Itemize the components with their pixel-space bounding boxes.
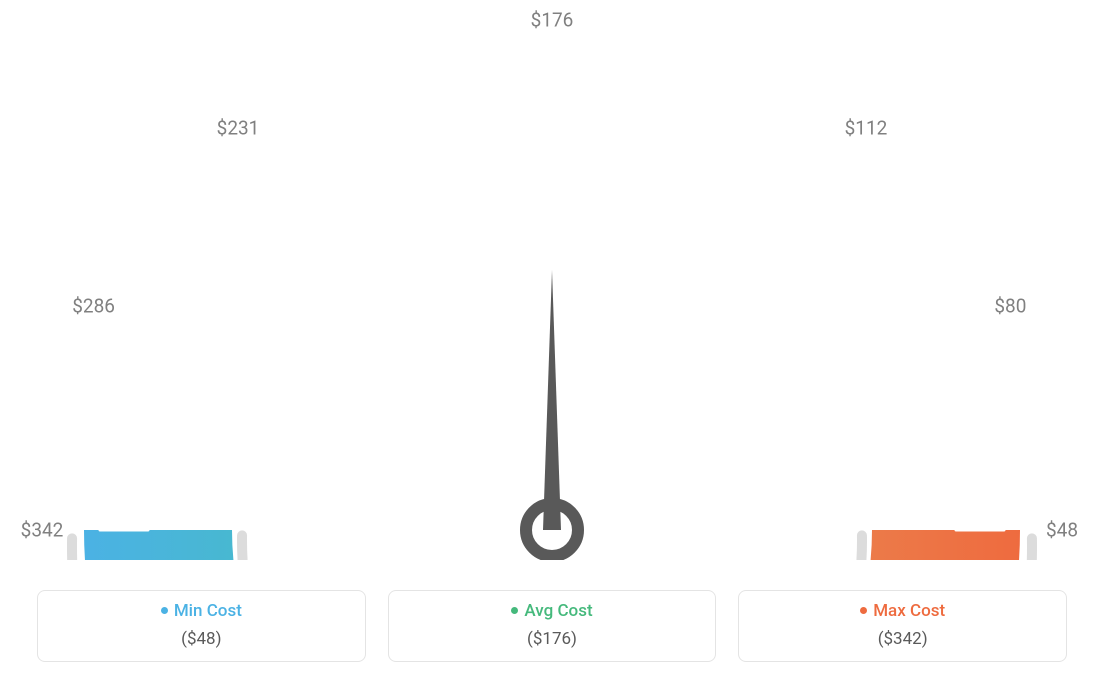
scale-label: $48 [1046, 519, 1078, 542]
scale-label: $231 [217, 117, 260, 140]
scale-label: $342 [21, 519, 64, 542]
legend-dot-max [860, 607, 867, 614]
legend-card-min: Min Cost ($48) [37, 590, 366, 662]
scale-label: $286 [72, 295, 115, 318]
legend-dot-avg [511, 607, 518, 614]
legend-dot-min [161, 607, 168, 614]
legend-label-avg: Avg Cost [524, 601, 592, 621]
legend-value-avg: ($176) [389, 629, 716, 649]
scale-label: $112 [845, 117, 888, 140]
legend-label-min: Min Cost [174, 601, 242, 621]
scale-label: $176 [531, 9, 574, 32]
legend-title-avg: Avg Cost [389, 601, 716, 621]
gauge-area: $48 $80 $112 $176 $231 $286 $342 [0, 0, 1104, 560]
legend-value-max: ($342) [739, 629, 1066, 649]
legend-label-max: Max Cost [873, 601, 945, 621]
legend-card-max: Max Cost ($342) [738, 590, 1067, 662]
legend-value-min: ($48) [38, 629, 365, 649]
legend-title-max: Max Cost [739, 601, 1066, 621]
cost-gauge-chart: $48 $80 $112 $176 $231 $286 $342 Min Cost ($48… [0, 0, 1104, 690]
legend-card-avg: Avg Cost ($176) [388, 590, 717, 662]
legend-title-min: Min Cost [38, 601, 365, 621]
gauge-svg [0, 0, 1104, 560]
scale-label: $80 [994, 295, 1026, 318]
legend-row: Min Cost ($48) Avg Cost ($176) Max Cost … [37, 590, 1067, 662]
